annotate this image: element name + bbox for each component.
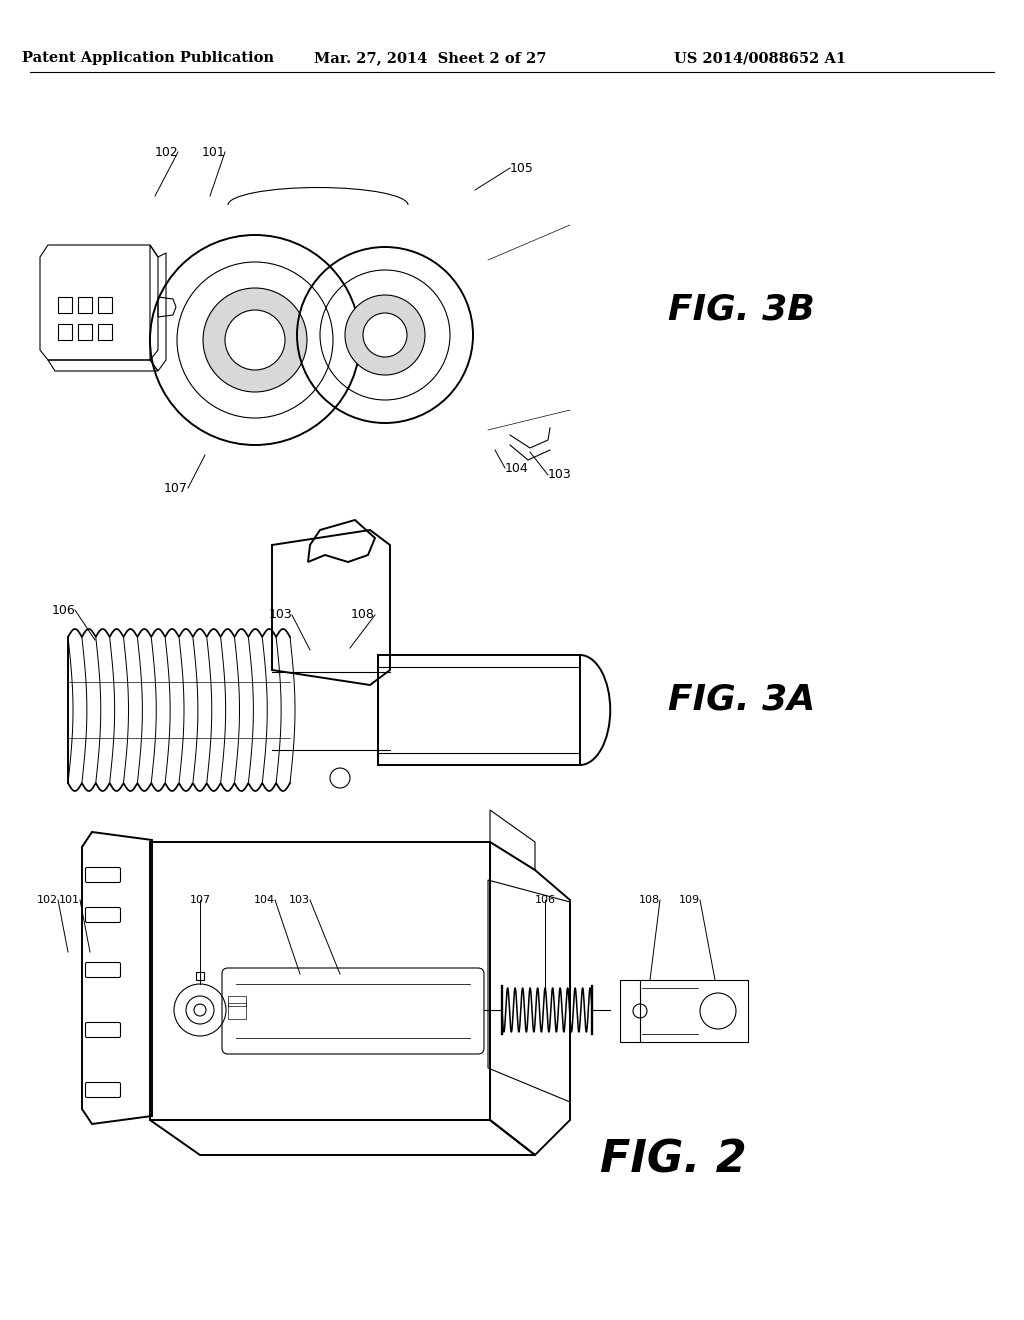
Bar bbox=[196, 972, 204, 979]
Text: 104: 104 bbox=[505, 462, 528, 474]
Text: US 2014/0088652 A1: US 2014/0088652 A1 bbox=[674, 51, 846, 65]
Text: FIG. 2: FIG. 2 bbox=[600, 1138, 746, 1181]
Circle shape bbox=[362, 313, 407, 356]
Text: 109: 109 bbox=[679, 895, 700, 906]
Text: 103: 103 bbox=[268, 609, 292, 622]
Bar bbox=[228, 997, 246, 1006]
Circle shape bbox=[345, 294, 425, 375]
Bar bbox=[78, 323, 92, 341]
Text: 107: 107 bbox=[189, 895, 211, 906]
Bar bbox=[78, 297, 92, 313]
Text: FIG. 3B: FIG. 3B bbox=[668, 293, 815, 327]
Text: 103: 103 bbox=[548, 469, 571, 482]
Bar bbox=[228, 1003, 246, 1019]
Bar bbox=[378, 655, 580, 766]
Text: 107: 107 bbox=[164, 482, 188, 495]
Text: 103: 103 bbox=[289, 895, 310, 906]
Bar bbox=[58, 323, 72, 341]
Bar bbox=[620, 979, 748, 1041]
Text: 108: 108 bbox=[351, 609, 375, 622]
Text: 105: 105 bbox=[510, 161, 534, 174]
Text: 108: 108 bbox=[639, 895, 660, 906]
Circle shape bbox=[225, 310, 285, 370]
Circle shape bbox=[203, 288, 307, 392]
Text: 106: 106 bbox=[51, 603, 75, 616]
Text: FIG. 3A: FIG. 3A bbox=[668, 682, 815, 717]
Text: 102: 102 bbox=[37, 895, 58, 906]
Bar bbox=[98, 323, 112, 341]
Bar bbox=[98, 297, 112, 313]
Text: Mar. 27, 2014  Sheet 2 of 27: Mar. 27, 2014 Sheet 2 of 27 bbox=[313, 51, 546, 65]
Bar bbox=[58, 297, 72, 313]
Text: 102: 102 bbox=[155, 145, 178, 158]
Text: 104: 104 bbox=[254, 895, 275, 906]
Text: 101: 101 bbox=[59, 895, 80, 906]
Text: 106: 106 bbox=[535, 895, 555, 906]
Text: Patent Application Publication: Patent Application Publication bbox=[22, 51, 274, 65]
Text: 101: 101 bbox=[202, 145, 225, 158]
